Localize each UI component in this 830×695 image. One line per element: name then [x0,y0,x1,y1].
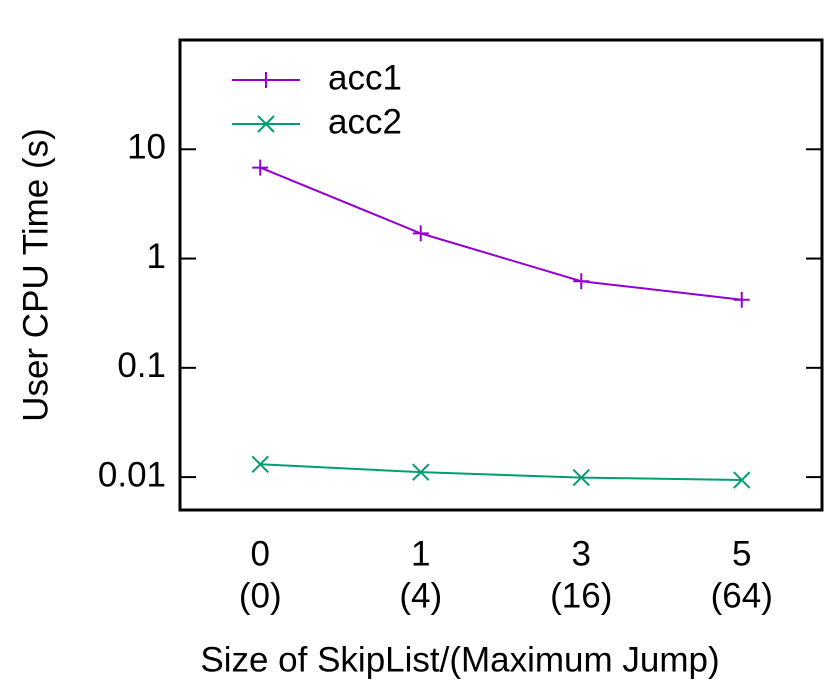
marker [412,463,430,481]
legend-label: acc2 [328,102,402,141]
legend-label: acc1 [328,58,402,97]
marker [572,468,590,487]
x-tick-sublabel: (64) [711,576,773,615]
y-tick-label: 0.1 [117,346,166,385]
x-tick-sublabel: (4) [399,576,442,615]
x-tick-label: 5 [732,534,751,573]
x-tick-label: 1 [411,534,430,573]
series-line [259,166,742,301]
x-tick-sublabel: (16) [550,576,612,615]
x-tick-label: 3 [572,534,591,573]
y-tick-label: 1 [147,237,166,276]
marker [733,471,751,489]
plot-frame [178,38,824,512]
series-line [260,463,742,482]
marker [252,159,269,176]
x-tick-sublabel: (0) [239,576,282,615]
marker [257,115,275,133]
y-tick-label: 0.01 [98,455,166,494]
marker [258,72,274,88]
y-axis-label: User CPU Time (s) [16,128,55,422]
x-axis-label: Size of SkipList/(Maximum Jump) [200,640,719,679]
marker [251,455,269,473]
marker [733,291,750,308]
x-tick-label: 0 [251,534,270,573]
y-tick-label: 10 [127,128,166,167]
marker [412,225,429,242]
marker [573,273,590,290]
